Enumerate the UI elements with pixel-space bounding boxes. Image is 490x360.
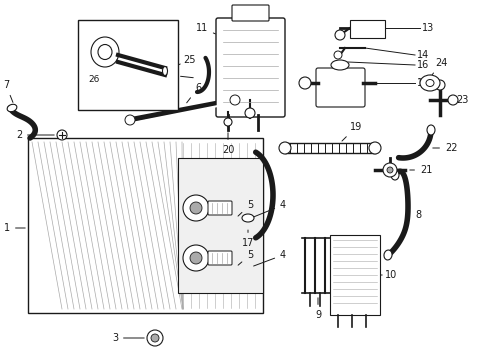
Circle shape [245,108,255,118]
Ellipse shape [242,214,254,222]
Text: 14: 14 [417,50,429,60]
Bar [28,138,263,313]
Text: 4: 4 [253,200,286,217]
Text: 6: 6 [187,83,201,103]
Text: 12: 12 [255,108,273,118]
Text: 21: 21 [410,165,432,175]
Text: 26: 26 [88,75,99,84]
Circle shape [279,142,291,154]
Circle shape [57,130,67,140]
Text: 15: 15 [417,78,429,88]
Text: 9: 9 [315,298,321,320]
Text: 16: 16 [417,60,429,70]
Circle shape [335,30,345,40]
Ellipse shape [163,67,168,76]
Bar [78,20,178,110]
FancyBboxPatch shape [316,68,365,107]
Bar [350,20,385,38]
Text: 22: 22 [433,143,458,153]
Text: 1: 1 [4,223,25,233]
Text: 18: 18 [163,70,193,80]
Circle shape [299,77,311,89]
Text: 5: 5 [238,200,253,216]
Bar [178,158,263,293]
Text: 7: 7 [3,80,13,103]
FancyBboxPatch shape [216,18,285,117]
Ellipse shape [391,170,399,180]
Ellipse shape [98,45,112,59]
Circle shape [183,245,209,271]
Text: 4: 4 [254,250,286,266]
Circle shape [151,334,159,342]
Text: 8: 8 [408,210,421,220]
Circle shape [230,95,240,105]
FancyBboxPatch shape [208,251,232,265]
Ellipse shape [427,125,435,135]
Text: 25: 25 [178,55,196,65]
Ellipse shape [331,60,349,70]
Circle shape [125,115,135,125]
Text: 2: 2 [16,130,54,140]
Text: 5: 5 [238,250,253,265]
Text: 3: 3 [112,333,144,343]
Circle shape [369,142,381,154]
Circle shape [448,95,458,105]
Text: 23: 23 [453,95,468,105]
Circle shape [183,195,209,221]
Circle shape [147,330,163,346]
Circle shape [334,51,342,59]
Text: 19: 19 [342,122,362,141]
Circle shape [383,163,397,177]
FancyBboxPatch shape [208,201,232,215]
Circle shape [190,202,202,214]
Circle shape [387,167,393,173]
Ellipse shape [384,250,392,260]
Circle shape [435,80,445,90]
Ellipse shape [426,80,434,86]
Circle shape [190,252,202,264]
Text: 20: 20 [222,133,234,155]
Text: 17: 17 [242,230,254,248]
FancyBboxPatch shape [232,5,269,21]
Circle shape [224,118,232,126]
Ellipse shape [420,75,440,91]
Text: 13: 13 [422,23,434,33]
Text: 24: 24 [432,58,447,75]
Ellipse shape [7,104,17,112]
Ellipse shape [91,37,119,67]
Text: 10: 10 [380,270,397,280]
Bar [330,235,380,315]
Text: 11: 11 [196,23,216,34]
